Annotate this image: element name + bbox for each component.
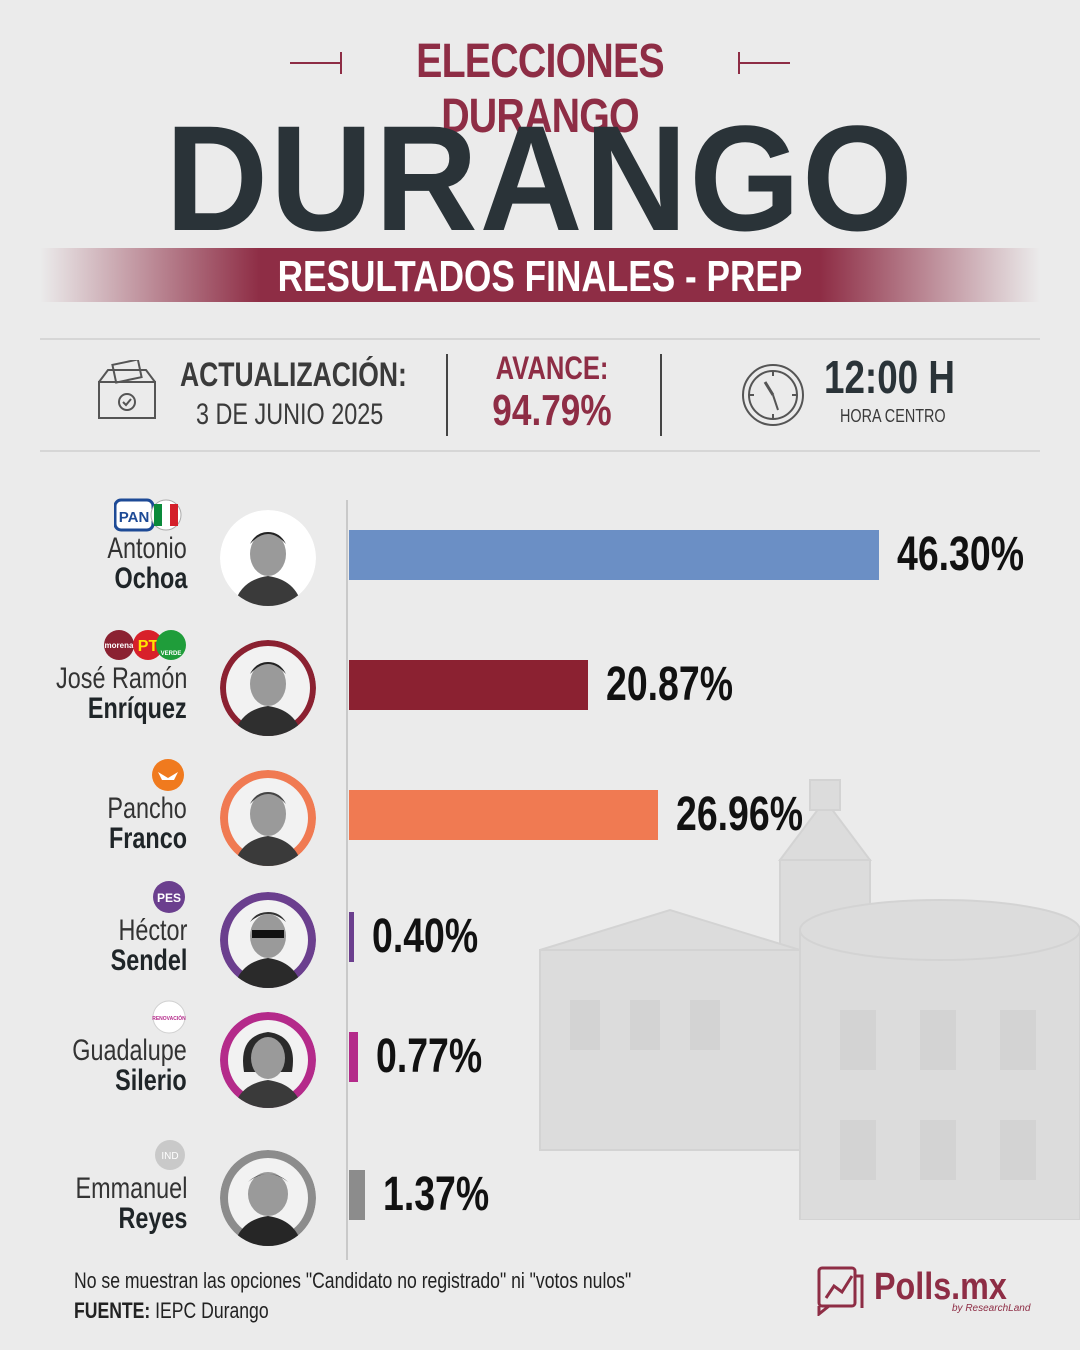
candidate-first-name: Pancho [107, 792, 187, 825]
candidate-last-name: Enríquez [88, 692, 187, 725]
value-label-reyes: 1.37% [383, 1168, 490, 1221]
value-label-franco: 26.96% [676, 788, 803, 841]
bar-sendel [349, 912, 354, 962]
kicker-block: ELECCIONES DURANGO [0, 30, 1080, 143]
morena-pt-verde-logo-icon: morena PT VERDE [104, 630, 186, 660]
candidate-photo [220, 640, 316, 736]
bar-reyes [349, 1170, 365, 1220]
pt-text: PT [138, 638, 159, 655]
morena-text: morena [105, 641, 134, 650]
results-banner: RESULTADOS FINALES - PREP [40, 248, 1040, 302]
candidate-row-franco: Pancho Franco 26.96% [0, 758, 1080, 878]
kicker-title: ELECCIONES DURANGO [416, 35, 664, 143]
candidate-row-enriquez: morena PT VERDE José Ramón Enríquez 20.8… [0, 628, 1080, 748]
info-bar: ACTUALIZACIÓN: 3 DE JUNIO 2025 AVANCE: 9… [40, 338, 1040, 452]
time-zone: HORA CENTRO [840, 406, 946, 426]
candidate-photo [220, 1150, 316, 1246]
banner-text: RESULTADOS FINALES - PREP [277, 252, 803, 301]
movimiento-ciudadano-logo-icon [152, 759, 184, 791]
value-label-silerio: 0.77% [376, 1030, 483, 1083]
candidate-last-name: Ochoa [114, 562, 187, 595]
candidate-first-name: Antonio [107, 532, 187, 565]
bar-enriquez [349, 660, 588, 710]
page-title: DURANGO [165, 94, 915, 262]
candidate-photo [220, 1012, 316, 1108]
candidate-first-name: Emmanuel [75, 1172, 187, 1205]
progress-value: 94.79% [492, 386, 612, 435]
value-label-sendel: 0.40% [372, 910, 479, 963]
candidate-row-reyes: IND Emmanuel Reyes 1.37% [0, 1138, 1080, 1258]
kicker-rule-right [740, 62, 790, 64]
verde-text: VERDE [161, 651, 182, 657]
candidate-row-sendel: PES Héctor Sendel 0.40% [0, 880, 1080, 1000]
candidate-photo [220, 770, 316, 866]
source-line: FUENTE: IEPC Durango [74, 1298, 269, 1324]
info-divider [660, 354, 662, 436]
candidate-first-name: Héctor [118, 914, 187, 947]
candidate-first-name: Guadalupe [72, 1034, 187, 1067]
bar-ochoa [349, 530, 879, 580]
bar-silerio [349, 1032, 358, 1082]
ind-text: IND [161, 1151, 178, 1162]
chart-axis [346, 500, 348, 1260]
pes-logo-icon: PES [153, 881, 185, 913]
kicker-tick-right [738, 52, 740, 74]
brand-logo-subtitle: by ResearchLand [952, 1303, 1031, 1314]
update-label: ACTUALIZACIÓN: [180, 356, 407, 394]
source-label: FUENTE: [74, 1298, 151, 1323]
bar-franco [349, 790, 658, 840]
kicker-tick-left [340, 52, 342, 74]
kicker-rule-left [290, 62, 340, 64]
renovacion-logo-icon: RENOVACIÓN [152, 1000, 186, 1034]
pan-text: PAN [119, 509, 150, 526]
polls-logo-icon [817, 1266, 864, 1316]
pes-text: PES [157, 891, 181, 905]
candidate-row-ochoa: PAN Antonio Ochoa 46.30% [0, 498, 1080, 618]
footnote: No se muestran las opciones "Candidato n… [74, 1268, 632, 1293]
progress-label: AVANCE: [495, 350, 609, 386]
city-background-illustration [539, 779, 1080, 1220]
candidate-last-name: Sendel [110, 944, 187, 977]
renovacion-text: RENOVACIÓN [152, 1014, 186, 1022]
candidate-first-name: José Ramón [55, 662, 187, 695]
brand-logo-text[interactable]: Polls.mx [874, 1266, 1007, 1308]
candidate-photo [220, 892, 316, 988]
candidate-photo [220, 510, 316, 606]
update-date: 3 DE JUNIO 2025 [196, 398, 384, 431]
value-label-ochoa: 46.30% [897, 528, 1024, 581]
candidate-last-name: Reyes [118, 1202, 187, 1235]
clock-icon [742, 364, 804, 426]
time-value: 12:00 H [824, 351, 955, 403]
info-divider [446, 354, 448, 436]
candidate-last-name: Silerio [115, 1064, 187, 1097]
value-label-enriquez: 20.87% [606, 658, 733, 711]
candidate-row-silerio: RENOVACIÓN Guadalupe Silerio 0.77% [0, 1000, 1080, 1120]
candidate-last-name: Franco [108, 822, 187, 855]
independent-logo-icon: IND [155, 1140, 185, 1170]
source-value: IEPC Durango [150, 1298, 269, 1323]
ballot-box-icon [98, 360, 156, 419]
pan-pri-logo-icon: PAN [114, 498, 182, 532]
